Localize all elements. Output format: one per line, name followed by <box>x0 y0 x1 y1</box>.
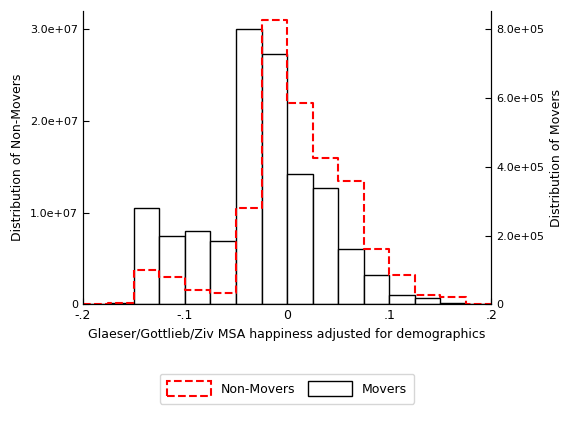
Bar <box>313 187 338 304</box>
Bar <box>287 174 313 304</box>
Y-axis label: Distribution of Non-Movers: Distribution of Non-Movers <box>11 74 24 241</box>
Bar <box>236 30 262 304</box>
Bar <box>134 208 160 304</box>
Bar <box>389 295 415 304</box>
Y-axis label: Distribution of Movers: Distribution of Movers <box>550 89 563 227</box>
X-axis label: Glaeser/Gottlieb/Ziv MSA happiness adjusted for demographics: Glaeser/Gottlieb/Ziv MSA happiness adjus… <box>88 328 486 341</box>
Legend: Non-Movers, Movers: Non-Movers, Movers <box>160 374 414 404</box>
Bar <box>211 241 236 304</box>
Bar <box>364 275 389 304</box>
Bar <box>338 250 364 304</box>
Bar <box>160 236 185 304</box>
Bar <box>108 303 134 304</box>
Bar <box>440 303 466 304</box>
Bar <box>185 231 211 304</box>
Bar <box>415 297 440 304</box>
Bar <box>262 54 287 304</box>
